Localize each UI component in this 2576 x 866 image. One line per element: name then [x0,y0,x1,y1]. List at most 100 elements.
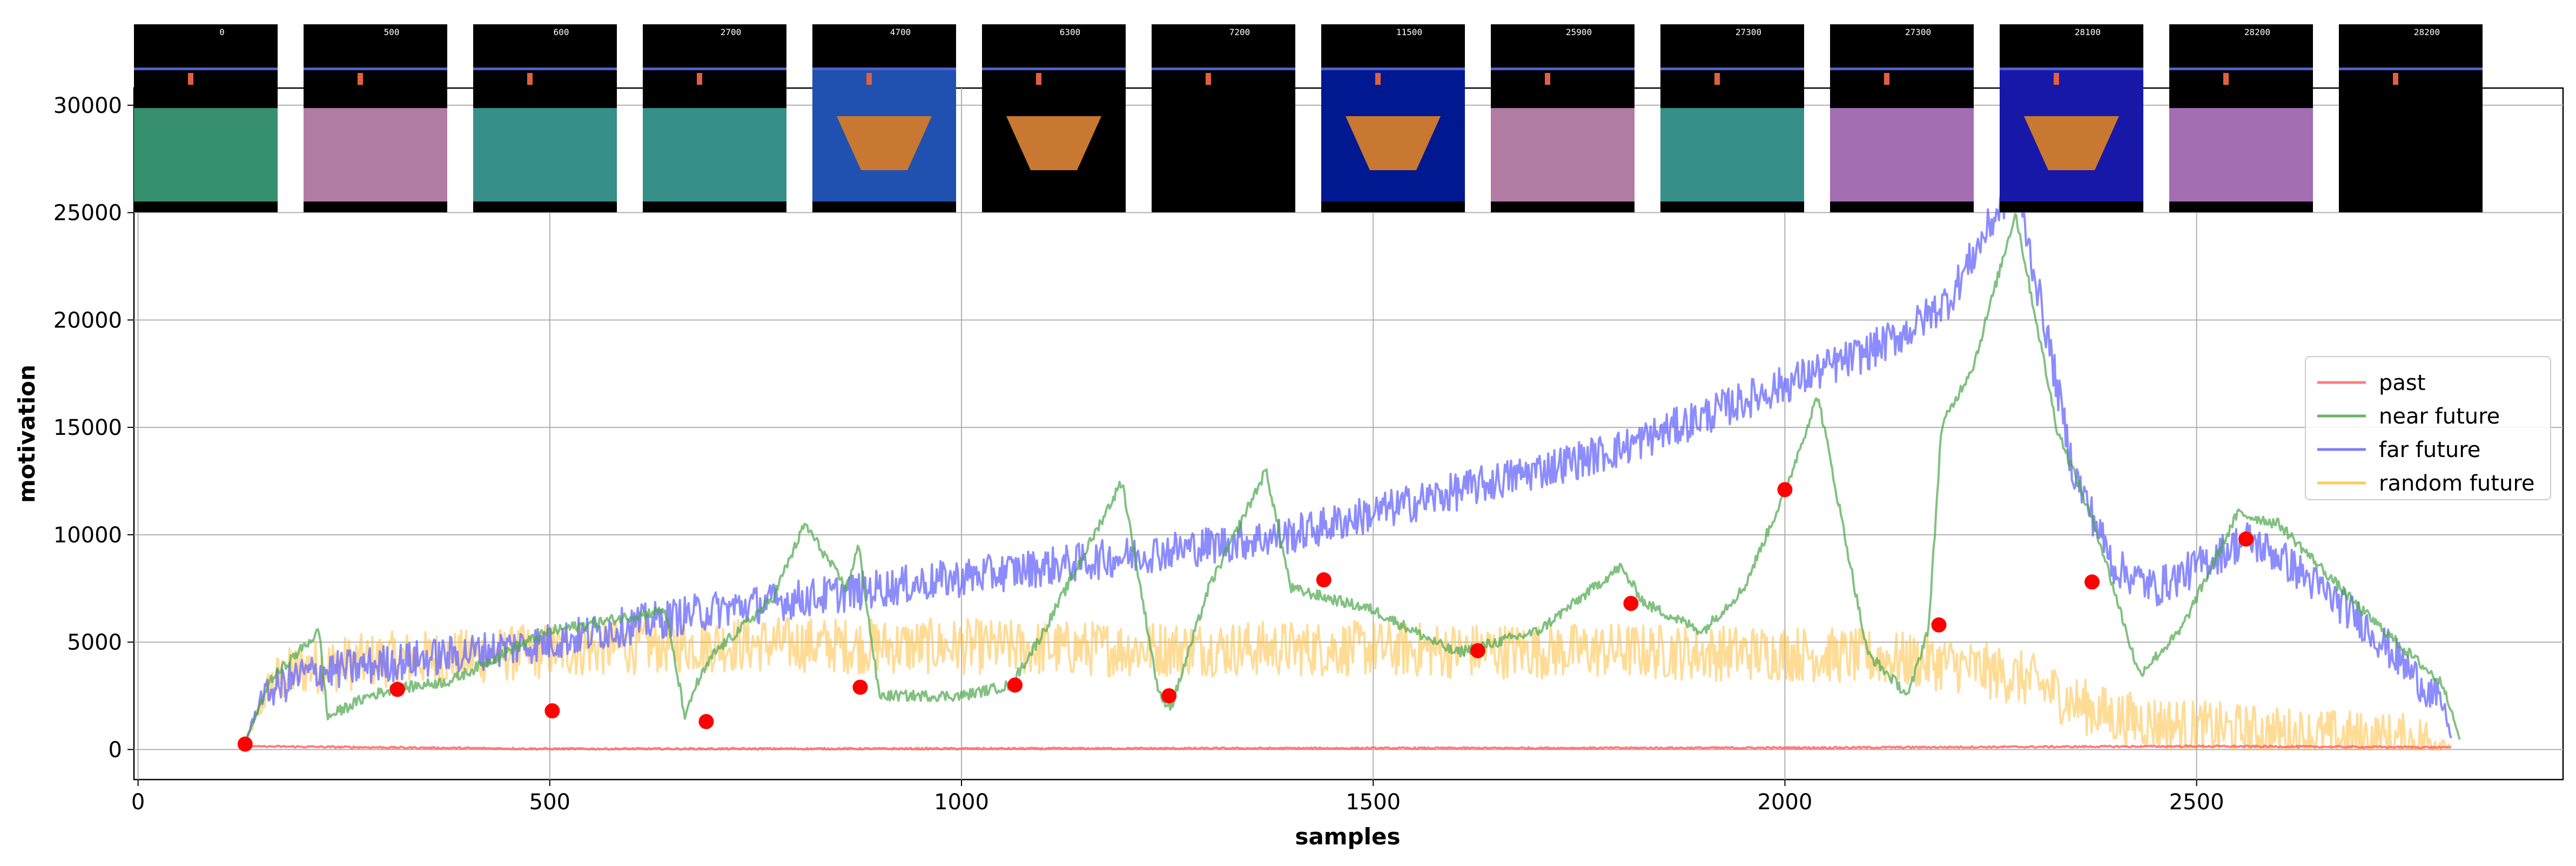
y-tick-label: 0 [109,737,122,762]
sample-point [1316,572,1331,588]
x-tick-label: 0 [131,790,145,815]
frame-floor [1491,108,1635,202]
sample-point [698,714,714,729]
sample-point [544,703,560,719]
frame-player [1036,73,1041,85]
frame-ledge [643,68,786,70]
frame-floor [643,108,786,202]
sample-point [1470,643,1485,659]
series-line-random-future [244,617,2452,751]
frame-ledge [2339,68,2483,70]
y-tick-label: 5000 [67,630,122,655]
frame-background [2339,24,2483,212]
frame-player [2393,73,2398,85]
sample-point [1777,482,1793,498]
frame-ledge [1660,68,1804,70]
frame-floor [473,108,617,202]
frame-player [697,73,702,85]
frame-ledge [2169,68,2313,70]
frame-bowl [1006,116,1101,170]
x-tick-label: 500 [529,790,570,815]
x-tick-label: 2000 [1758,790,1813,815]
frame-ledge [304,68,447,70]
frame-player [1375,73,1381,85]
frame-floor [304,108,447,202]
frame-score: 27300 [1736,27,1761,37]
frame-background [1152,24,1295,212]
frame-player [358,73,363,85]
sample-point [389,682,405,697]
frame-score: 25900 [1566,27,1592,37]
sample-point [1931,617,1947,633]
y-tick-label: 15000 [53,415,122,440]
legend-label: near future [2379,404,2500,429]
game-frame: 7200 [1152,24,1295,212]
legend-label: far future [2379,438,2480,462]
legend: past near future far future random future [2305,356,2551,500]
series-layer [244,173,2461,751]
frame-score: 28200 [2244,27,2270,37]
frame-floor [2169,108,2313,202]
x-tick-label: 1000 [934,790,989,815]
frame-player [188,73,193,85]
y-axis-title: motivation [14,365,40,503]
y-tick-label: 10000 [53,523,122,548]
frame-bowl [837,116,932,170]
frame-player [2054,73,2059,85]
x-axis-title: samples [1295,823,1400,850]
frame-score: 4700 [890,27,911,37]
frame-score: 500 [384,27,400,37]
y-tick-label: 25000 [53,201,122,226]
frame-score: 28200 [2414,27,2440,37]
frame-ledge [812,68,956,70]
series-line-near-future [244,213,2461,744]
frame-ledge [1491,68,1635,70]
frame-player [1714,73,1720,85]
series-line-far-future [244,173,2452,744]
frame-floor [134,108,278,202]
legend-label: random future [2379,471,2535,496]
game-frame: 4700 [812,24,956,212]
frame-player [527,73,533,85]
game-frame: 6300 [982,24,1126,212]
game-frames: 0 500 600 2700 4700 6300 7200 11500 25900 27300 27… [134,24,2483,212]
sample-point [1007,677,1023,693]
sample-point [852,680,868,695]
frame-score: 27300 [1905,27,1931,37]
x-tick-label: 1500 [1346,790,1401,815]
game-frame: 11500 [1321,24,1465,212]
frame-ledge [2000,68,2143,70]
frame-player [1206,73,1211,85]
frame-score: 7200 [1229,27,1250,37]
game-frame: 28200 [2169,24,2313,212]
frame-floor [1830,108,1974,202]
game-frame: 500 [304,24,447,212]
sample-point [1161,688,1177,703]
frame-bowl [1346,116,1441,170]
points-layer [237,482,2254,752]
game-frame: 2700 [643,24,786,212]
frame-ledge [982,68,1126,70]
frame-player [2223,73,2229,85]
frame-bowl [2024,116,2119,170]
game-frame: 25900 [1491,24,1635,212]
game-frame: 28200 [2339,24,2483,212]
frame-player [866,73,872,85]
y-tick-label: 20000 [53,308,122,333]
sample-point [2238,531,2254,547]
game-frame: 0 [134,24,278,212]
sample-point [1623,596,1639,612]
x-tick-label: 2500 [2169,790,2224,815]
frame-floor [1660,108,1804,202]
frame-player [1545,73,1550,85]
frame-score: 0 [219,27,225,37]
frame-ledge [1152,68,1295,70]
game-frame: 27300 [1660,24,1804,212]
frame-score: 600 [554,27,569,37]
game-frame: 27300 [1830,24,1974,212]
frame-score: 2700 [721,27,742,37]
frame-player [1884,73,1889,85]
sample-point [2084,574,2100,590]
frame-ledge [134,68,278,70]
